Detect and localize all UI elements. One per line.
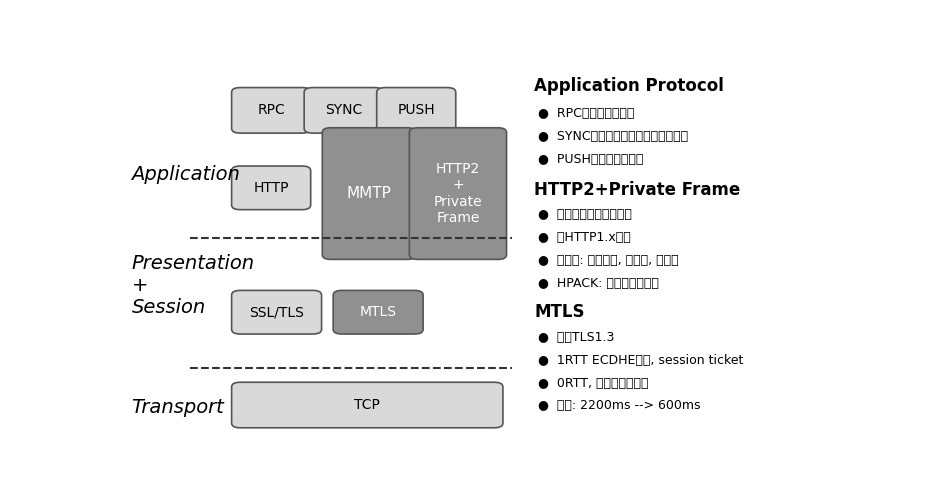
FancyBboxPatch shape xyxy=(231,166,311,210)
FancyBboxPatch shape xyxy=(322,128,416,259)
Text: PUSH: PUSH xyxy=(398,103,435,117)
Text: HTTP2+Private Frame: HTTP2+Private Frame xyxy=(534,181,740,199)
Text: MTLS: MTLS xyxy=(359,305,397,319)
Text: MMTP: MMTP xyxy=(346,186,391,201)
Text: Transport: Transport xyxy=(131,399,225,417)
Text: ●  基于TLS1.3: ● 基于TLS1.3 xyxy=(537,331,614,343)
Text: ●  下一代互联网通信协议: ● 下一代互联网通信协议 xyxy=(537,208,632,221)
Text: ●  1RTT ECDHE握手, session ticket: ● 1RTT ECDHE握手, session ticket xyxy=(537,353,743,367)
Text: ●  0RTT, 业务层的防攻击: ● 0RTT, 业务层的防攻击 xyxy=(537,377,649,390)
FancyBboxPatch shape xyxy=(231,87,311,133)
FancyBboxPatch shape xyxy=(376,87,456,133)
Text: ●  HPACK: 高效头压缩算法: ● HPACK: 高效头压缩算法 xyxy=(537,277,659,290)
Text: ●  SYNC：服务器客户端同步数据模式: ● SYNC：服务器客户端同步数据模式 xyxy=(537,130,688,143)
Text: HTTP: HTTP xyxy=(254,181,289,195)
FancyBboxPatch shape xyxy=(231,382,503,428)
Text: RPC: RPC xyxy=(257,103,285,117)
FancyBboxPatch shape xyxy=(231,290,322,334)
Text: SYNC: SYNC xyxy=(325,103,362,117)
Text: ●  私有帧: 多路复用, 二进制, 可扩展: ● 私有帧: 多路复用, 二进制, 可扩展 xyxy=(537,254,679,267)
Text: ●  RPC：请求响应模式: ● RPC：请求响应模式 xyxy=(537,107,634,120)
Text: ●  高效: 2200ms --> 600ms: ● 高效: 2200ms --> 600ms xyxy=(537,400,700,413)
Text: TCP: TCP xyxy=(355,398,380,412)
Text: MTLS: MTLS xyxy=(534,303,585,321)
FancyBboxPatch shape xyxy=(304,87,383,133)
Text: HTTP2
+
Private
Frame: HTTP2 + Private Frame xyxy=(433,163,482,225)
Text: ●  比HTTP1.x更快: ● 比HTTP1.x更快 xyxy=(537,231,631,244)
Text: Presentation
+
Session: Presentation + Session xyxy=(131,254,255,317)
Text: ●  PUSH：私有推送通道: ● PUSH：私有推送通道 xyxy=(537,153,643,166)
FancyBboxPatch shape xyxy=(333,290,423,334)
Text: Application: Application xyxy=(131,165,241,184)
Text: SSL/TLS: SSL/TLS xyxy=(249,305,304,319)
FancyBboxPatch shape xyxy=(409,128,506,259)
Text: Application Protocol: Application Protocol xyxy=(534,78,724,95)
